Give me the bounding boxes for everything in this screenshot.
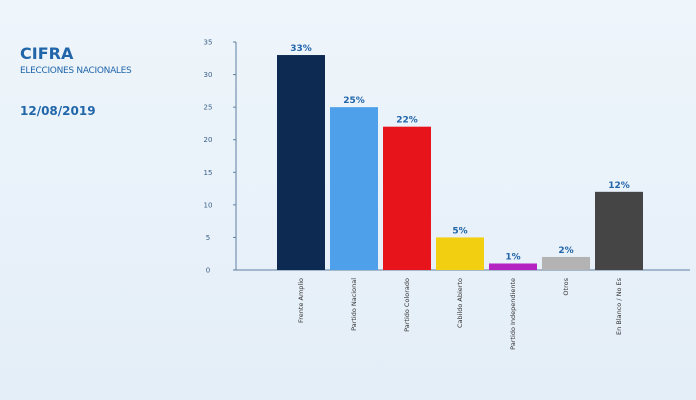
survey-date: 12/08/2019 [20,104,96,118]
y-tick-label: 35 [204,39,213,47]
bar [277,55,325,271]
y-tick-label: 15 [204,169,213,177]
data-label: 2% [558,246,573,256]
data-label: 22% [396,116,418,126]
bar [330,107,378,271]
bar [383,126,431,270]
data-label: 1% [505,252,520,262]
y-tick-label: 0 [206,267,210,275]
data-label: 5% [452,226,467,236]
chart-labels: 33% Frente Amplio 25% Partido Nacional 22% Pa… [290,44,630,350]
bar [436,237,484,270]
category-label: Cabildo Abierto [456,278,464,328]
data-label: 12% [608,181,630,191]
y-tick-label: 5 [206,234,210,242]
data-label: 25% [343,96,365,106]
bar [595,191,643,270]
chart-bars [277,55,643,271]
category-label: Partido Independiente [509,278,517,350]
y-tick-label: 25 [204,104,213,112]
category-label: En Blanco / No Es [615,277,623,335]
category-label: Partido Nacional [350,278,358,331]
bar [489,263,537,270]
category-label: Frente Amplio [297,278,305,323]
y-tick-label: 30 [204,71,213,79]
y-tick-label: 20 [204,136,213,144]
category-label: Partido Colorado [403,278,411,332]
data-label: 33% [290,44,312,54]
brand-subtitle: ELECCIONES NACIONALES [20,66,132,76]
brand-title: CIFRA [20,44,74,63]
category-label: Otros [562,277,570,295]
y-tick-label: 10 [204,201,213,209]
bar [542,256,590,270]
